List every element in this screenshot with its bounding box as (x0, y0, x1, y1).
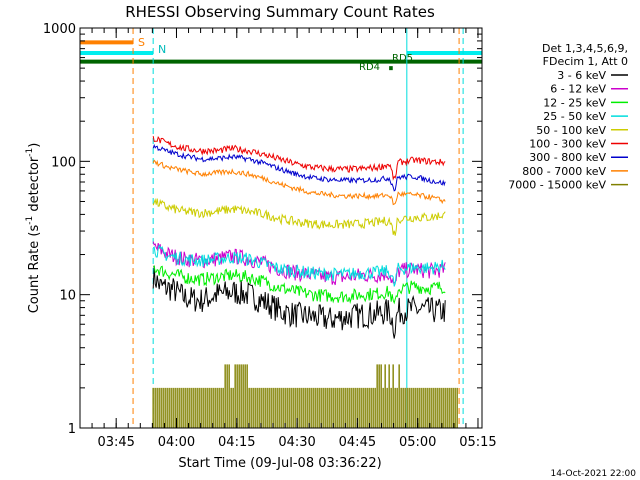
vertical-markers (132, 28, 464, 428)
legend-entry-label: 800 - 7000 keV (522, 165, 606, 178)
marker-rd4-label: RD4 (359, 62, 380, 73)
legend-entry-label: 25 - 50 keV (543, 110, 606, 123)
y-axis: 1 10 100 1000 (43, 22, 482, 437)
legend-entry-label: 12 - 25 keV (543, 96, 606, 109)
legend-entry-label: 300 - 800 keV (529, 151, 606, 164)
legend-entry-label: 3 - 6 keV (557, 69, 606, 82)
plot-frame (79, 27, 483, 429)
legend-entry-label: 6 - 12 keV (550, 83, 606, 96)
attenuator-bars (152, 364, 458, 428)
legend-entry-label: 50 - 100 keV (536, 124, 606, 137)
x-tick-label: 05:00 (399, 435, 436, 450)
y-tick-label: 10 (59, 289, 76, 304)
series-line (153, 265, 446, 305)
y-axis-label: Count Rate (s-1 detector-1) (25, 143, 42, 314)
series-line (152, 265, 446, 339)
flag-bars (80, 40, 482, 71)
marker-rd5-label: RD5 (392, 53, 413, 64)
x-tick-label: 03:45 (97, 435, 134, 450)
legend-entry-label: 7000 - 15000 keV (508, 179, 606, 192)
series-line (152, 159, 446, 206)
series-lines (152, 136, 446, 339)
series-line (152, 197, 446, 236)
marker-n-label: N (158, 43, 166, 56)
x-axis-label: Start Time (09-Jul-08 03:36:22) (178, 456, 381, 471)
series-line (152, 136, 446, 181)
x-axis: 03:45 04:00 04:15 04:30 04:45 05:00 05:15 (79, 28, 497, 450)
y-tick-label: 100 (51, 155, 76, 170)
chart-title: RHESSI Observing Summary Count Rates (125, 3, 435, 21)
x-tick-label: 04:45 (339, 435, 376, 450)
y-tick-label: 1000 (43, 22, 76, 37)
legend-entry-label: 100 - 300 keV (529, 138, 606, 151)
x-tick-label: 05:15 (459, 435, 496, 450)
legend: Det 1,3,4,5,6,9, FDecim 1, Att 0 3 - 6 k… (508, 42, 628, 192)
series-line (152, 244, 446, 287)
legend-header-line-2: FDecim 1, Att 0 (543, 55, 628, 68)
timestamp: 14-Oct-2021 22:00 (551, 469, 637, 479)
legend-header-line-1: Det 1,3,4,5,6,9, (542, 42, 628, 55)
x-tick-label: 04:30 (278, 435, 315, 450)
x-tick-label: 04:00 (158, 435, 195, 450)
x-tick-label: 04:15 (218, 435, 255, 450)
series-line (152, 143, 446, 192)
marker-s-label: S (138, 36, 145, 49)
y-tick-label: 1 (68, 422, 76, 437)
